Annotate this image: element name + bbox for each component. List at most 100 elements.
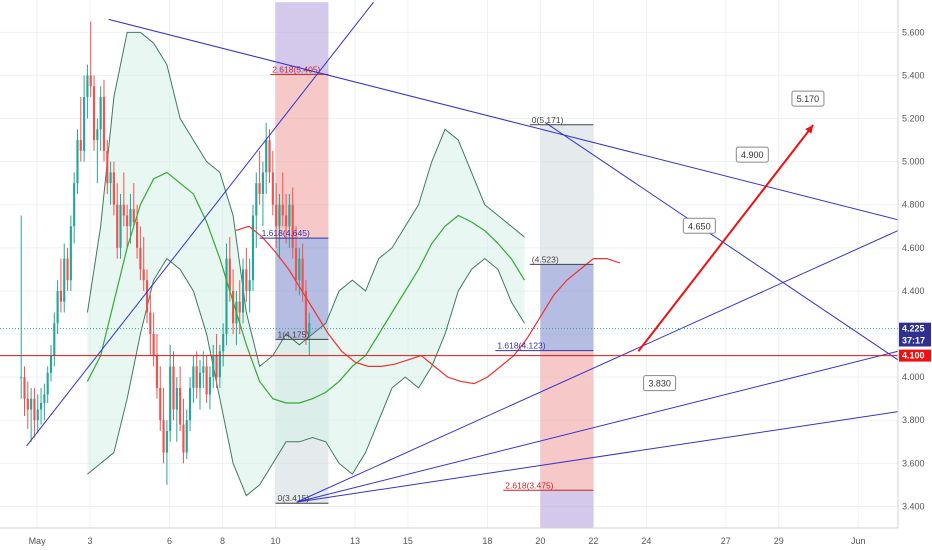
fib-level-label: 1(4.175) — [277, 329, 309, 339]
candle-body — [69, 226, 72, 281]
candle-body — [304, 290, 308, 335]
candle-body — [291, 204, 294, 248]
target-callout-box — [735, 146, 769, 163]
x-tick-label: 6 — [167, 536, 172, 546]
candle-body — [188, 387, 192, 421]
fib-zones — [275, 2, 594, 528]
price-tag-box — [899, 334, 931, 347]
candle-body — [251, 215, 255, 281]
target-callout-box — [682, 217, 716, 234]
candle-body — [222, 334, 225, 352]
x-tick-label: 29 — [774, 536, 784, 546]
candle-body — [285, 215, 288, 227]
candle-body — [79, 140, 82, 151]
moving-averages — [86, 171, 621, 404]
candle-body — [99, 96, 102, 130]
x-tick-label: 22 — [588, 536, 598, 546]
ma-green-line — [86, 171, 526, 404]
target-callout-box — [643, 375, 677, 392]
candle-body — [238, 301, 241, 313]
candle-body — [112, 172, 115, 205]
candle-body — [152, 334, 155, 356]
candle-body — [301, 258, 304, 291]
candle-body — [119, 204, 122, 248]
candle-body — [109, 172, 112, 184]
candle-body — [49, 355, 53, 373]
candle-body — [281, 204, 284, 216]
x-tick-label: 24 — [641, 536, 651, 546]
candle-body — [288, 204, 291, 227]
target-callout-label: 4.650 — [688, 221, 711, 231]
candle-body — [142, 269, 145, 281]
candle-body — [275, 204, 278, 227]
candle-body — [56, 290, 59, 324]
price-tags: 4.225 37:17 4.100 — [899, 322, 931, 362]
candle-body — [208, 377, 212, 395]
candle-body — [83, 96, 86, 151]
candle-body — [218, 351, 221, 378]
fib-zone — [540, 264, 594, 351]
candle-body — [39, 403, 43, 410]
candle-body — [202, 366, 205, 373]
y-tick-label: 3.800 — [902, 415, 925, 425]
fib-zone — [540, 350, 594, 491]
target-callout-label: 3.830 — [648, 379, 671, 389]
fib-zone — [275, 2, 329, 75]
fib-level-label: 2.618(3.475) — [505, 480, 553, 490]
candle-body — [248, 280, 251, 291]
candle-body — [63, 258, 66, 302]
candle-body — [228, 258, 231, 291]
candle-body — [96, 129, 99, 141]
y-tick-label: 5.200 — [902, 114, 925, 124]
candle-body — [59, 290, 63, 302]
candle-body — [265, 140, 268, 173]
x-tick-label: 18 — [482, 536, 492, 546]
candle-body — [205, 366, 208, 395]
candle-body — [215, 355, 218, 378]
candle-body — [169, 366, 172, 432]
candle-body — [116, 204, 119, 248]
target-callout-label: 4.900 — [741, 150, 764, 160]
fib-level-label: 0(3.415) — [277, 493, 309, 503]
x-tick-label: 15 — [403, 536, 413, 546]
trendline — [296, 411, 899, 503]
candle-body — [136, 221, 139, 248]
price-tag-box — [899, 322, 931, 335]
candle-body — [122, 204, 125, 216]
price-tag-label: 37:17 — [902, 336, 925, 346]
candle-body — [195, 366, 198, 388]
fib-level-label: 1.618(4.123) — [497, 341, 545, 351]
candle-body — [241, 269, 245, 313]
candle-body — [212, 355, 215, 378]
candle-body — [172, 366, 175, 410]
candle-body — [179, 387, 182, 425]
candle-body — [155, 355, 159, 388]
trendline — [26, 1, 374, 447]
trendline — [296, 350, 899, 503]
x-tick-label: 20 — [535, 536, 545, 546]
candle-body — [26, 398, 29, 410]
fib-levels: 2.618(5.405) 1.618(4.645) 1(4.175) 0(3.415)… — [259, 64, 594, 504]
candle-body — [23, 377, 26, 399]
candle-body — [76, 140, 79, 184]
y-tick-label: 3.400 — [902, 501, 925, 511]
candle-body — [162, 420, 165, 453]
x-tick-label: May — [29, 536, 47, 546]
candle-body — [255, 183, 258, 216]
candle-body — [36, 409, 39, 421]
y-tick-label: 4.800 — [902, 200, 925, 210]
candle-body — [92, 86, 96, 141]
candle-body — [33, 398, 36, 421]
y-tick-label: 4.000 — [902, 372, 925, 382]
x-tick-label: 27 — [721, 536, 731, 546]
projection: 4.650 4.900 5.170 3.830 — [637, 90, 825, 392]
fib-zone — [275, 74, 329, 239]
candle-body — [89, 75, 92, 87]
candle-body — [258, 183, 261, 194]
y-tick-label: 3.600 — [902, 458, 925, 468]
candle-body — [139, 247, 142, 270]
candle-body — [102, 96, 106, 151]
fib-level-label: 2.618(5.405) — [272, 64, 320, 74]
candle-body — [73, 183, 76, 227]
